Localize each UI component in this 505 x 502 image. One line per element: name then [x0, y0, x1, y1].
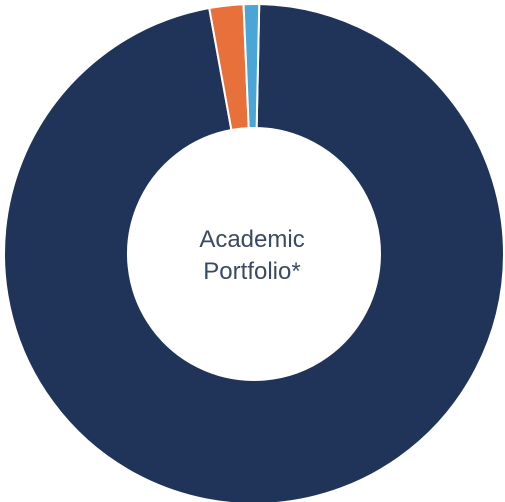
donut-slice-3: [242, 3, 261, 130]
donut-slice-1: [3, 3, 505, 502]
center-label-line-1: Academic: [199, 226, 305, 253]
center-label-line-2: Portfolio*: [203, 258, 301, 285]
center-label: Academic Portfolio*: [152, 224, 352, 288]
